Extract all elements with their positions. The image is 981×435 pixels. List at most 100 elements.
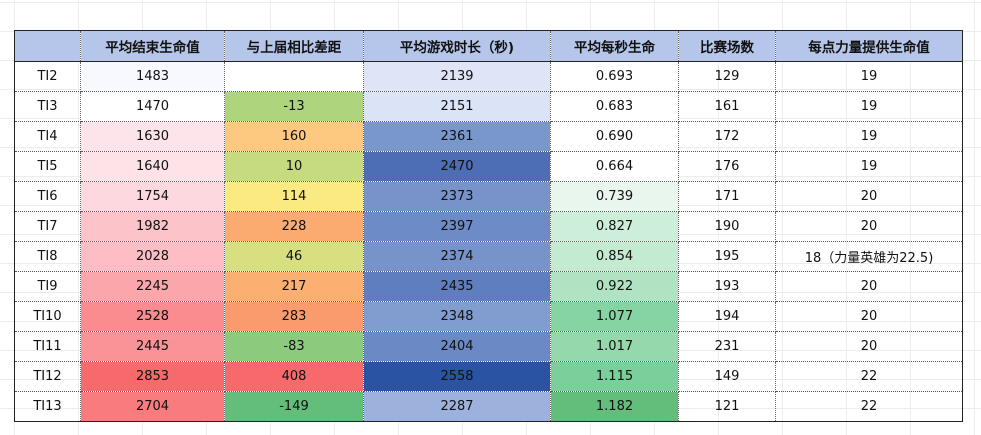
table-row: TI8 2028 46 2374 0.854 195 18（力量英雄为22.5) [14,241,963,272]
cell-event[interactable]: TI2 [14,61,81,92]
cell-avg-hp-per-second[interactable]: 0.664 [550,151,679,182]
cell-hp-per-strength[interactable]: 19 [775,151,963,182]
cell-games-count[interactable]: 195 [678,241,776,272]
cell-games-count[interactable]: 190 [678,211,776,242]
cell-hp-per-strength[interactable]: 20 [775,271,963,302]
cell-games-count[interactable]: 161 [678,91,776,122]
cell-avg-hp-per-second[interactable]: 0.854 [550,241,679,272]
cell-hp-per-strength[interactable]: 18（力量英雄为22.5) [775,241,963,272]
cell-avg-hp-per-second[interactable]: 0.693 [550,61,679,92]
table-row: TI9 2245 217 2435 0.922 193 20 [14,271,963,302]
cell-event[interactable]: TI5 [14,151,81,182]
cell-avg-hp-per-second[interactable]: 1.017 [550,331,679,362]
header-avg-end-hp[interactable]: 平均结束生命值 [80,30,225,62]
cell-games-count[interactable]: 171 [678,181,776,212]
cell-avg-game-time[interactable]: 2287 [363,391,551,422]
cell-games-count[interactable]: 194 [678,301,776,332]
table-row: TI13 2704 -149 2287 1.182 121 22 [14,391,963,422]
cell-avg-hp-per-second[interactable]: 0.922 [550,271,679,302]
cell-avg-end-hp[interactable]: 2704 [80,391,225,422]
cell-diff[interactable]: 283 [224,301,364,332]
cell-event[interactable]: TI6 [14,181,81,212]
cell-event[interactable]: TI11 [14,331,81,362]
cell-hp-per-strength[interactable]: 19 [775,121,963,152]
cell-diff[interactable]: 10 [224,151,364,182]
cell-avg-end-hp[interactable]: 2853 [80,361,225,392]
cell-event[interactable]: TI10 [14,301,81,332]
cell-games-count[interactable]: 129 [678,61,776,92]
cell-avg-hp-per-second[interactable]: 1.077 [550,301,679,332]
cell-diff[interactable]: 228 [224,211,364,242]
cell-games-count[interactable]: 149 [678,361,776,392]
cell-avg-end-hp[interactable]: 1470 [80,91,225,122]
cell-event[interactable]: TI8 [14,241,81,272]
cell-event[interactable]: TI3 [14,91,81,122]
cell-avg-hp-per-second[interactable]: 0.690 [550,121,679,152]
header-games-count[interactable]: 比赛场数 [678,30,776,62]
header-diff-vs-previous[interactable]: 与上届相比差距 [224,30,364,62]
cell-event[interactable]: TI4 [14,121,81,152]
cell-avg-game-time[interactable]: 2435 [363,271,551,302]
cell-diff[interactable]: 114 [224,181,364,212]
cell-avg-end-hp[interactable]: 2445 [80,331,225,362]
cell-diff[interactable]: -13 [224,91,364,122]
cell-event[interactable]: TI9 [14,271,81,302]
cell-avg-hp-per-second[interactable]: 0.827 [550,211,679,242]
cell-games-count[interactable]: 172 [678,121,776,152]
cell-avg-game-time[interactable]: 2470 [363,151,551,182]
cell-games-count[interactable]: 193 [678,271,776,302]
cell-avg-end-hp[interactable]: 2245 [80,271,225,302]
cell-event[interactable]: TI13 [14,391,81,422]
cell-diff[interactable]: -149 [224,391,364,422]
table-row: TI6 1754 114 2373 0.739 171 20 [14,181,963,212]
cell-diff[interactable]: 46 [224,241,364,272]
cell-event[interactable]: TI7 [14,211,81,242]
cell-avg-game-time[interactable]: 2404 [363,331,551,362]
cell-avg-hp-per-second[interactable]: 1.115 [550,361,679,392]
cell-avg-game-time[interactable]: 2151 [363,91,551,122]
cell-avg-end-hp[interactable]: 1754 [80,181,225,212]
cell-hp-per-strength[interactable]: 20 [775,211,963,242]
cell-hp-per-strength[interactable]: 19 [775,61,963,92]
cell-games-count[interactable]: 121 [678,391,776,422]
cell-avg-end-hp[interactable]: 1982 [80,211,225,242]
cell-diff[interactable]: 217 [224,271,364,302]
cell-avg-game-time[interactable]: 2373 [363,181,551,212]
cell-avg-game-time[interactable]: 2397 [363,211,551,242]
cell-avg-game-time[interactable]: 2139 [363,61,551,92]
table-row: TI7 1982 228 2397 0.827 190 20 [14,211,963,242]
cell-hp-per-strength[interactable]: 19 [775,91,963,122]
cell-event[interactable]: TI12 [14,361,81,392]
table-body: TI2 1483 2139 0.693 129 19 TI3 1470 -13 2151 0.683… [14,61,963,422]
header-hp-per-strength[interactable]: 每点力量提供生命值 [775,30,963,62]
cell-hp-per-strength[interactable]: 20 [775,301,963,332]
cell-hp-per-strength[interactable]: 20 [775,331,963,362]
cell-avg-end-hp[interactable]: 1640 [80,151,225,182]
cell-avg-hp-per-second[interactable]: 1.182 [550,391,679,422]
cell-diff[interactable]: 160 [224,121,364,152]
cell-avg-hp-per-second[interactable]: 0.683 [550,91,679,122]
header-row: 平均结束生命值 与上届相比差距 平均游戏时长（秒) 平均每秒生命 比赛场数 每点… [14,30,963,62]
header-avg-hp-per-second[interactable]: 平均每秒生命 [550,30,679,62]
header-avg-game-time[interactable]: 平均游戏时长（秒) [363,30,551,62]
cell-hp-per-strength[interactable]: 22 [775,361,963,392]
cell-avg-end-hp[interactable]: 2028 [80,241,225,272]
cell-avg-game-time[interactable]: 2558 [363,361,551,392]
cell-diff[interactable] [224,61,364,92]
header-corner[interactable] [14,30,81,62]
cell-avg-end-hp[interactable]: 2528 [80,301,225,332]
cell-avg-game-time[interactable]: 2361 [363,121,551,152]
cell-avg-end-hp[interactable]: 1630 [80,121,225,152]
cell-games-count[interactable]: 176 [678,151,776,182]
cell-diff[interactable]: -83 [224,331,364,362]
table-row: TI2 1483 2139 0.693 129 19 [14,61,963,92]
cell-avg-game-time[interactable]: 2374 [363,241,551,272]
cell-avg-end-hp[interactable]: 1483 [80,61,225,92]
table-row: TI11 2445 -83 2404 1.017 231 20 [14,331,963,362]
cell-avg-hp-per-second[interactable]: 0.739 [550,181,679,212]
cell-avg-game-time[interactable]: 2348 [363,301,551,332]
cell-games-count[interactable]: 231 [678,331,776,362]
cell-hp-per-strength[interactable]: 20 [775,181,963,212]
cell-diff[interactable]: 408 [224,361,364,392]
cell-hp-per-strength[interactable]: 22 [860,399,878,414]
